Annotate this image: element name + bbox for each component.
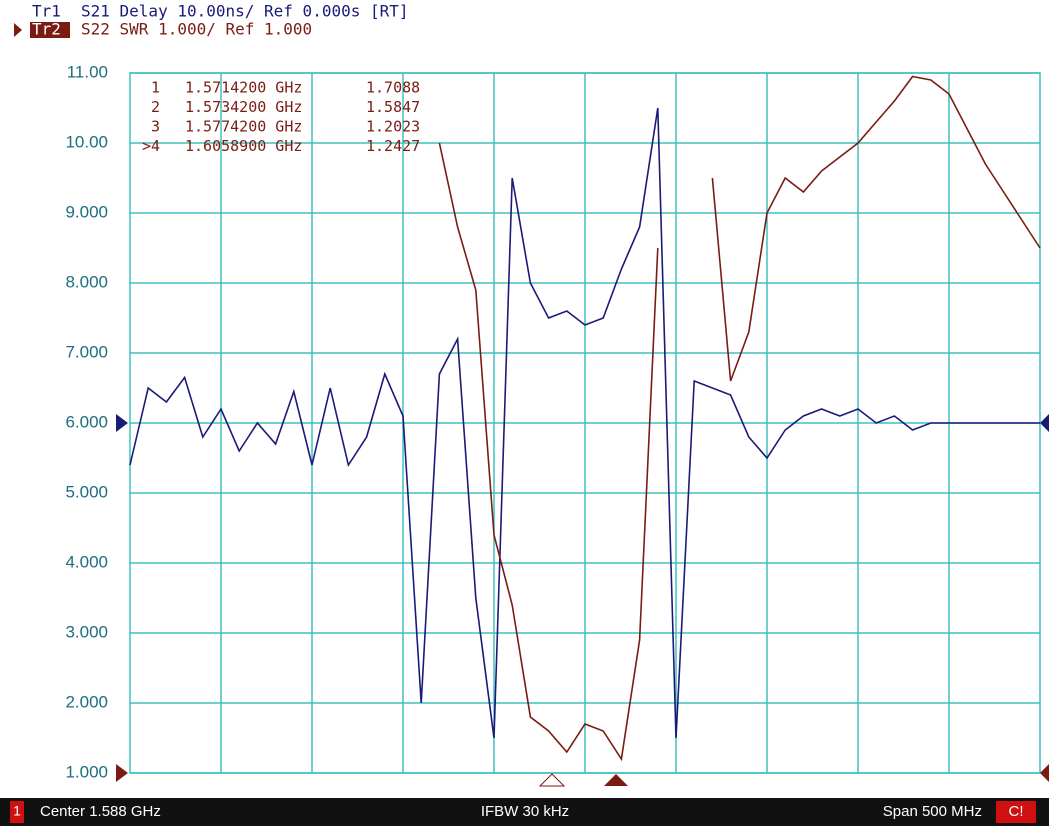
marker-id: 2 <box>151 98 160 116</box>
flag-box <box>996 801 1036 823</box>
trace-line <box>129 107 1040 739</box>
marker-value: 1.5847 <box>366 98 420 116</box>
y-tick-label: 4.000 <box>65 552 108 571</box>
marker-value: 1.7088 <box>366 79 420 97</box>
marker-value: 1.2427 <box>366 137 420 155</box>
y-tick-label: 9.000 <box>65 202 108 221</box>
marker-arrow <box>538 773 566 787</box>
y-tick-label: 3.000 <box>65 622 108 641</box>
marker-freq: 1.6058900 GHz <box>185 137 302 155</box>
marker-id: 1 <box>151 79 160 97</box>
trace-id: Tr1 <box>32 2 61 21</box>
center-freq: Center 1.588 GHz <box>40 803 161 820</box>
marker-id: >4 <box>142 137 160 155</box>
y-tick-label: 6.000 <box>65 412 108 431</box>
traces <box>129 75 1041 762</box>
marker-table: 1 1.5714200 GHz 1.7088 2 1.5734200 GHz 1.5847… <box>142 79 420 156</box>
ref-marker-tr2-right <box>1040 764 1049 782</box>
y-tick-label: 8.000 <box>65 272 108 291</box>
trace-setting: S22 SWR 1.000/ Ref 1.000 <box>81 20 312 39</box>
y-tick-label: 7.000 <box>65 342 108 361</box>
y-tick-label: 5.000 <box>65 482 108 501</box>
marker-id: 3 <box>151 118 160 136</box>
span: Span 500 MHz <box>883 803 982 820</box>
ifbw: IFBW 30 kHz <box>481 803 569 820</box>
marker-value: 1.2023 <box>366 118 420 136</box>
ref-marker-tr1 <box>116 414 128 432</box>
trace-line <box>711 75 1041 382</box>
trace-id: Tr2 <box>32 20 61 39</box>
y-tick-label: 2.000 <box>65 692 108 711</box>
channel: 1 <box>13 803 21 819</box>
flag: C! <box>1009 803 1024 820</box>
marker-freq: 1.5734200 GHz <box>185 98 302 116</box>
y-tick-label: 1.000 <box>65 762 108 781</box>
y-tick-label: 10.00 <box>65 132 108 151</box>
channel-box <box>10 801 24 823</box>
ref-marker-tr2 <box>116 764 128 782</box>
ref-marker-tr1-right <box>1040 414 1049 432</box>
marker-freq: 1.5714200 GHz <box>185 79 302 97</box>
trace-line <box>438 142 659 762</box>
header: Tr1 S21 Delay 10.00ns/ Ref 0.000s [RT] Tr2… <box>14 2 409 39</box>
status-bar <box>0 798 1049 826</box>
trace-id-box <box>30 22 70 38</box>
grid <box>130 72 1040 774</box>
y-tick-label: 11.00 <box>67 62 108 81</box>
marker-arrow <box>604 774 628 786</box>
marker-freq: 1.5774200 GHz <box>185 118 302 136</box>
active-trace-arrow <box>14 23 22 37</box>
trace-setting: S21 Delay 10.00ns/ Ref 0.000s [RT] <box>81 2 409 21</box>
